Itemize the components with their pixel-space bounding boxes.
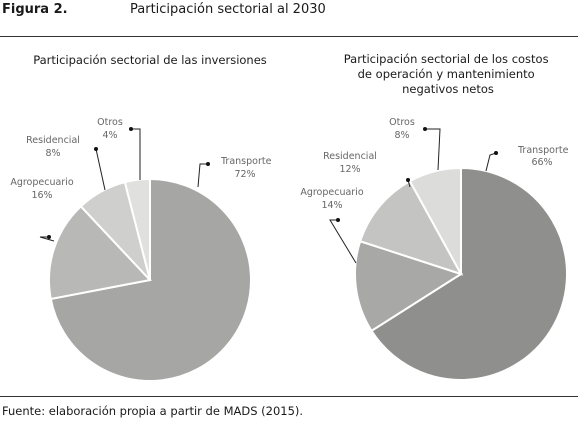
slice-label-transporte: Transporte xyxy=(517,145,569,156)
pie-left: Transporte 72% Agropecuario 16% Residencial 8… xyxy=(10,117,272,382)
bottom-rule xyxy=(0,396,578,397)
callout-dot-otros xyxy=(129,127,133,131)
figure-label: Figura 2. xyxy=(2,2,68,17)
slice-label-otros: Otros xyxy=(97,117,123,128)
slice-value-otros: 4% xyxy=(102,130,117,141)
slice-value-residencial: 8% xyxy=(45,148,60,159)
chart-right: Participación sectorial de los costos de… xyxy=(300,52,569,381)
pie-slice-otros xyxy=(408,166,462,275)
pie-slice-residencial xyxy=(358,179,464,276)
slice-value-transporte: 72% xyxy=(234,169,255,180)
chart-left: Participación sectorial de las inversion… xyxy=(10,53,272,382)
callout-line-otros xyxy=(425,128,441,171)
slice-value-agropecuario: 16% xyxy=(31,190,52,201)
callout-dot-agropecuario xyxy=(47,235,51,239)
callout-line-agropecuario xyxy=(39,236,55,242)
slice-label-residencial: Residencial xyxy=(323,151,377,162)
pie-charts: Participación sectorial de las inversion… xyxy=(10,52,569,382)
slice-value-transporte: 66% xyxy=(531,157,552,168)
pie-slice-otros xyxy=(123,177,151,281)
figure-title: Participación sectorial al 2030 xyxy=(130,2,326,17)
callout-dot-transporte xyxy=(206,162,210,166)
chart-right-title-line-2: de operación y mantenimiento xyxy=(358,67,535,81)
chart-left-title: Participación sectorial de las inversion… xyxy=(33,53,267,67)
callout-line-otros xyxy=(131,128,141,180)
chart-right-title-line-1: Participación sectorial de los costos xyxy=(344,52,549,66)
pie-slice-transporte xyxy=(370,166,568,381)
figure-header: Figura 2. Participación sectorial al 203… xyxy=(2,2,576,24)
pie-slice-agropecuario xyxy=(354,239,464,333)
slice-label-residencial: Residencial xyxy=(26,135,80,146)
callout-dot-otros xyxy=(423,127,427,131)
chart-right-title-line-3: negativos netos xyxy=(402,82,494,96)
callout-dot-residencial xyxy=(94,147,98,151)
pie-slice-agropecuario xyxy=(48,204,152,301)
slice-label-transporte: Transporte xyxy=(220,156,272,167)
slice-value-residencial: 12% xyxy=(339,164,360,175)
callout-dot-transporte xyxy=(494,151,498,155)
callout-dot-agropecuario xyxy=(336,218,340,222)
callout-line-transporte xyxy=(197,163,208,188)
chart-right-title: Participación sectorial de los costos de… xyxy=(344,52,552,96)
source-note: Fuente: elaboración propia a partir de M… xyxy=(2,404,304,418)
slice-value-agropecuario: 14% xyxy=(321,200,342,211)
slice-label-agropecuario: Agropecuario xyxy=(300,187,364,198)
top-rule xyxy=(0,36,578,37)
callout-line-agropecuario xyxy=(329,219,357,264)
callout-line-residencial xyxy=(95,148,106,191)
slice-label-agropecuario: Agropecuario xyxy=(10,177,74,188)
slice-label-otros: Otros xyxy=(389,117,415,128)
slice-value-otros: 8% xyxy=(394,130,409,141)
callout-line-transporte xyxy=(485,152,497,172)
callout-dot-residencial xyxy=(406,178,410,182)
